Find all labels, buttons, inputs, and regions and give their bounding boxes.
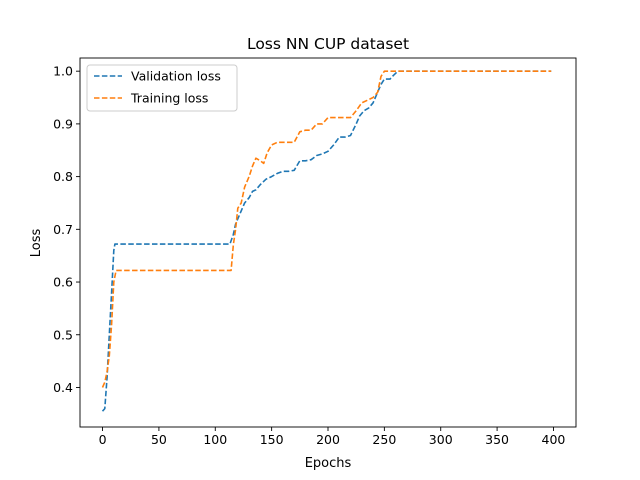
y-tick-label: 0.4 xyxy=(53,380,73,395)
x-tick-label: 300 xyxy=(429,432,453,447)
y-axis: 0.4 0.5 0.6 0.7 0.8 0.9 1.0 xyxy=(53,64,80,395)
x-tick-label: 100 xyxy=(203,432,227,447)
x-tick-label: 150 xyxy=(260,432,284,447)
legend-label-training-loss: Training loss xyxy=(130,91,208,106)
x-tick-label: 50 xyxy=(151,432,167,447)
legend-label-validation-loss: Validation loss xyxy=(131,69,221,84)
chart-title: Loss NN CUP dataset xyxy=(247,35,409,53)
series-line-validation-loss xyxy=(101,70,552,412)
x-tick-label: 0 xyxy=(99,432,107,447)
x-axis: 0 50 100 150 200 250 300 350 400 xyxy=(99,427,566,447)
x-tick-label: 350 xyxy=(485,432,509,447)
series-lines xyxy=(101,70,552,412)
legend: Validation loss Training loss xyxy=(86,64,238,112)
y-tick-label: 0.7 xyxy=(53,222,73,237)
series-line-training-loss xyxy=(101,70,552,388)
x-tick-label: 250 xyxy=(372,432,396,447)
legend-box xyxy=(86,64,238,112)
y-tick-label: 1.0 xyxy=(53,64,73,79)
x-tick-label: 200 xyxy=(316,432,340,447)
y-axis-label: Loss xyxy=(29,229,44,258)
y-tick-label: 0.8 xyxy=(53,169,73,184)
x-tick-label: 400 xyxy=(542,432,566,447)
x-axis-label: Epochs xyxy=(305,456,352,471)
y-tick-label: 0.9 xyxy=(53,116,73,131)
y-tick-label: 0.6 xyxy=(53,275,73,290)
y-tick-label: 0.5 xyxy=(53,327,73,342)
